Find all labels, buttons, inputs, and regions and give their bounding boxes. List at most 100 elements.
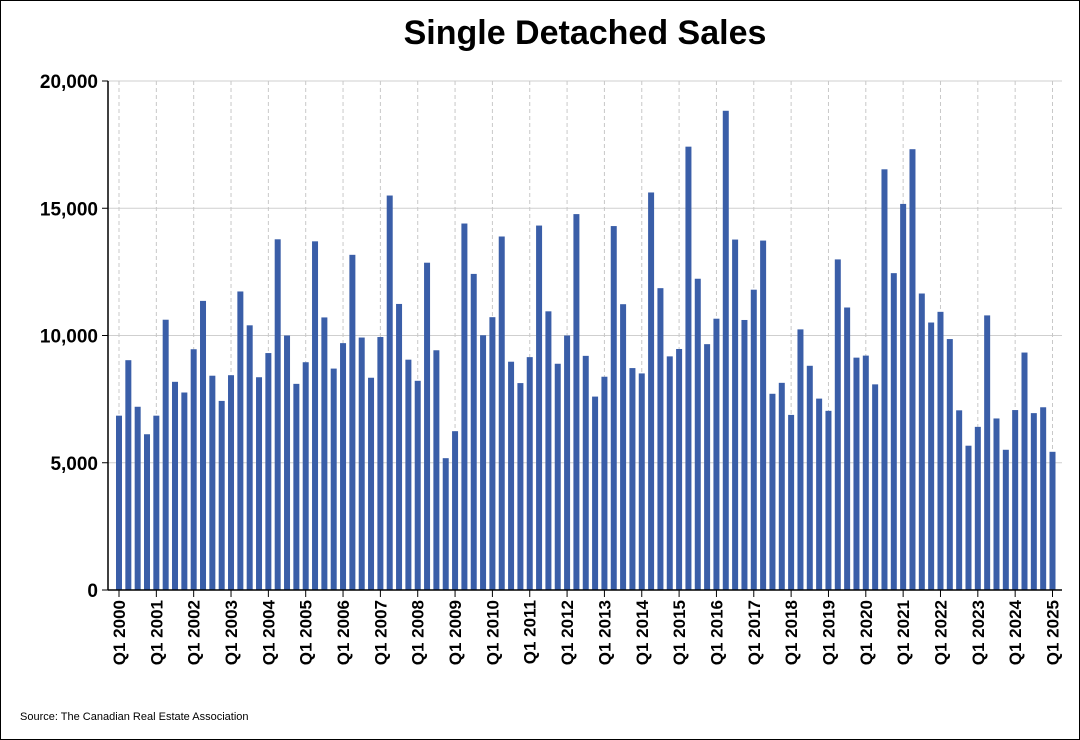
bar	[1040, 407, 1047, 590]
x-tick-label: Q1 2004	[259, 599, 278, 665]
bar	[228, 375, 235, 590]
chart-title: Single Detached Sales	[403, 14, 767, 52]
bar	[424, 262, 431, 590]
x-tick-label: Q1 2009	[446, 600, 465, 665]
y-tick-label: 5,000	[50, 454, 98, 475]
bar	[984, 315, 991, 590]
bar	[918, 293, 925, 590]
bar	[125, 360, 132, 590]
bar	[480, 335, 487, 590]
bar	[564, 335, 571, 590]
x-axis-ticks: Q1 2000 Q1 2001 Q1 2002 Q1 2003 Q1 2004 Q1 20…	[110, 599, 1063, 665]
bar	[685, 146, 692, 590]
bar	[816, 398, 823, 590]
x-tick-label: Q1 2002	[185, 600, 204, 665]
bar	[1049, 451, 1056, 590]
x-tick-label: Q1 2010	[483, 600, 502, 665]
bar	[732, 239, 739, 590]
bar	[396, 303, 403, 590]
bar	[974, 426, 981, 590]
bar	[517, 383, 524, 590]
bar	[200, 300, 207, 590]
x-tick-label: Q1 2020	[857, 600, 876, 665]
bar	[956, 410, 963, 590]
bar	[508, 361, 515, 590]
bar	[928, 322, 935, 590]
x-tick-label: Q1 2000	[110, 600, 129, 665]
bar	[601, 376, 608, 590]
bar	[797, 329, 804, 590]
bar	[676, 348, 683, 590]
bar	[181, 392, 188, 590]
y-tick-label: 0	[87, 581, 98, 602]
bar	[713, 318, 720, 590]
x-tick-label: Q1 2006	[334, 600, 353, 665]
bar	[545, 311, 552, 590]
bar	[722, 110, 729, 591]
bar	[806, 365, 813, 590]
bar	[144, 434, 151, 590]
bar	[648, 192, 655, 590]
bar	[881, 169, 888, 590]
bar	[153, 415, 160, 590]
bar	[666, 356, 673, 590]
bar	[498, 236, 505, 590]
axes	[102, 80, 1062, 597]
bar	[377, 337, 384, 590]
bar	[1002, 449, 1009, 590]
bar	[433, 350, 440, 590]
bar	[386, 195, 393, 590]
bar	[750, 289, 757, 590]
bar	[274, 239, 281, 590]
bar	[405, 359, 412, 590]
bar	[349, 254, 356, 591]
bar	[162, 319, 169, 590]
x-tick-label: Q1 2005	[297, 600, 316, 665]
x-tick-label: Q1 2003	[222, 600, 241, 665]
bar	[741, 319, 748, 590]
bar	[470, 273, 477, 590]
source-note: Source: The Canadian Real Estate Associa…	[20, 711, 249, 723]
bar	[526, 357, 533, 590]
bar	[1021, 352, 1028, 590]
bar	[302, 362, 309, 590]
bar	[321, 317, 328, 590]
bar	[368, 377, 375, 590]
bar	[237, 291, 244, 590]
bar	[610, 226, 617, 590]
x-tick-label: Q1 2016	[707, 600, 726, 665]
bar	[414, 380, 421, 590]
bar	[1030, 413, 1037, 590]
bar	[620, 304, 627, 590]
bar	[293, 383, 300, 590]
bar	[265, 353, 272, 590]
x-tick-label: Q1 2001	[147, 600, 166, 665]
bar	[536, 225, 543, 590]
bar	[937, 311, 944, 590]
y-tick-label: 10,000	[40, 327, 98, 348]
y-axis-ticks: 0 5,000 10,000 15,000 20,000	[40, 72, 98, 602]
bar	[573, 214, 580, 590]
bar	[890, 273, 897, 590]
bar	[825, 410, 832, 590]
x-tick-label: Q1 2025	[1044, 600, 1063, 665]
bar	[246, 325, 253, 590]
y-tick-label: 20,000	[40, 72, 98, 93]
bar	[190, 349, 197, 590]
bar	[909, 149, 916, 590]
bar	[256, 377, 263, 590]
bar	[218, 400, 225, 590]
bar	[834, 259, 841, 590]
x-tick-label: Q1 2023	[969, 600, 988, 665]
bar	[358, 337, 365, 590]
bar	[116, 415, 122, 590]
bar	[657, 288, 664, 590]
bar	[312, 241, 319, 590]
bar	[760, 240, 767, 590]
bar	[629, 368, 636, 590]
x-tick-label: Q1 2012	[558, 600, 577, 665]
bar	[1012, 410, 1019, 590]
bar	[853, 357, 860, 590]
x-tick-label: Q1 2008	[409, 600, 428, 665]
bar	[900, 203, 907, 590]
